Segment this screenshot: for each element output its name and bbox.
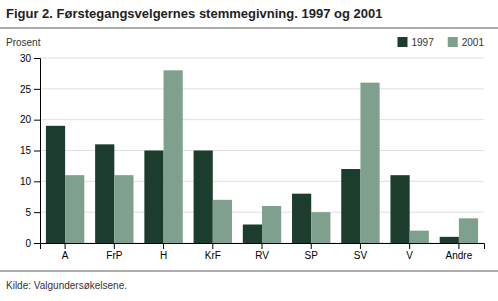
bars (46, 70, 478, 243)
x-tick-label: KrF (205, 250, 221, 261)
bar (459, 218, 478, 243)
y-tick: 25 (20, 84, 40, 95)
legend: 1997 2001 (398, 37, 485, 48)
y-tick-mark (34, 243, 40, 244)
grid (40, 58, 484, 243)
y-tick-mark (34, 58, 40, 59)
source-rule (0, 271, 498, 272)
bar (311, 212, 330, 243)
bar (65, 175, 84, 243)
x-tick-label: FrP (106, 250, 122, 261)
legend-item: 2001 (448, 37, 485, 48)
y-tick-mark (34, 120, 40, 121)
grid-line (40, 119, 484, 120)
x-tick: H (160, 243, 167, 261)
x-tick-mark (212, 243, 213, 249)
bar (341, 169, 360, 243)
bar (114, 175, 133, 243)
bar (144, 151, 163, 244)
x-tick: SV (354, 243, 368, 261)
plot: 0 5 10 15 20 25 30 A FrP H KrF RV SP SV V Andre (20, 53, 485, 261)
legend-label: 1997 (412, 37, 435, 48)
y-tick-mark (34, 212, 40, 213)
bar (213, 200, 232, 243)
x-tick-mark (114, 243, 115, 249)
x-tick: KrF (205, 243, 221, 261)
x-tick: Andre (446, 243, 473, 261)
y-tick: 20 (20, 114, 40, 125)
y-tick-label: 5 (25, 207, 31, 218)
title: Figur 2. Førstegangsvelgernes stemmegivn… (6, 6, 382, 21)
y-tick-label: 0 (25, 238, 31, 249)
legend-swatch (398, 37, 408, 47)
y-axis-line (34, 59, 41, 244)
bar (360, 83, 379, 243)
x-tick-mark (409, 243, 410, 249)
x-axis: A FrP H KrF RV SP SV V Andre (41, 243, 485, 261)
x-tick-label: H (160, 250, 167, 261)
chart: Figur 2. Førstegangsvelgernes stemmegivn… (0, 0, 498, 301)
x-tick: V (406, 243, 413, 261)
bar (440, 237, 459, 243)
source: Kilde: Valgundersøkelsene. (6, 280, 127, 291)
y-tick-label: 10 (20, 176, 32, 187)
y-tick-mark (34, 151, 40, 152)
bar (243, 225, 262, 244)
x-tick-label: Andre (446, 250, 473, 261)
bar (164, 70, 183, 243)
x-tick-label: RV (255, 250, 269, 261)
y-axis-title: Prosent (6, 37, 41, 48)
x-tick-mark (360, 243, 361, 249)
bar (410, 231, 429, 243)
y-tick-label: 15 (20, 145, 32, 156)
y-tick: 0 (25, 238, 40, 249)
x-tick-label: A (62, 250, 69, 261)
bar (95, 144, 114, 243)
x-tick-label: V (406, 250, 413, 261)
grid-line (40, 88, 484, 89)
legend-label: 2001 (462, 37, 485, 48)
bar-series (65, 70, 478, 243)
x-tick: SP (305, 243, 319, 261)
x-tick-mark (262, 243, 263, 249)
y-tick-mark (34, 181, 40, 182)
x-axis-line (41, 244, 485, 250)
y-axis: 0 5 10 15 20 25 30 (20, 53, 41, 249)
x-tick-mark (65, 243, 66, 249)
y-tick: 5 (25, 207, 40, 218)
bar-series (46, 126, 459, 243)
y-tick-label: 25 (20, 84, 32, 95)
legend-item: 1997 (398, 37, 435, 48)
bar (194, 151, 213, 244)
y-tick-label: 30 (20, 53, 32, 64)
x-tick-label: SV (354, 250, 368, 261)
bar (262, 206, 281, 243)
legend-swatch (448, 37, 458, 47)
y-tick-mark (34, 89, 40, 90)
y-tick: 15 (20, 145, 40, 156)
x-tick: RV (255, 243, 269, 261)
y-tick: 10 (20, 176, 40, 187)
bar (292, 194, 311, 243)
bar (390, 175, 409, 243)
grid-line (40, 58, 484, 59)
y-tick-label: 20 (20, 114, 32, 125)
x-tick-label: SP (305, 250, 319, 261)
y-tick: 30 (20, 53, 40, 64)
x-tick: A (62, 243, 69, 261)
x-tick: FrP (106, 243, 122, 261)
x-tick-mark (163, 243, 164, 249)
x-tick-mark (311, 243, 312, 249)
title-rule (0, 28, 498, 29)
x-tick-mark (458, 243, 459, 249)
bar (46, 126, 65, 243)
